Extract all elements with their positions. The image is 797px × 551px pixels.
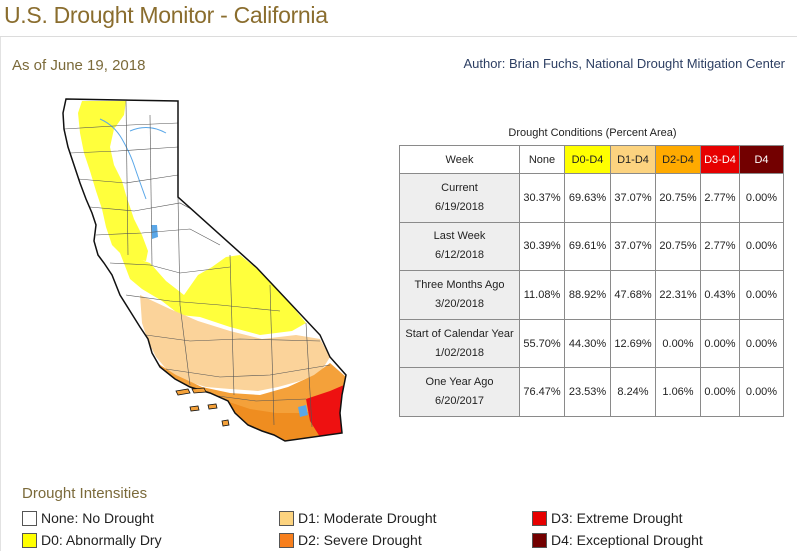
- col-header-d3-d4: D3-D4: [700, 145, 740, 174]
- cell-d4: 0.00%: [739, 318, 784, 369]
- row-period: Current 6/19/2018: [399, 173, 520, 223]
- title-divider: [0, 36, 797, 37]
- row-period: Start of Calendar Year 1/02/2018: [399, 318, 520, 369]
- legend-item-none: None: No Drought: [22, 509, 154, 527]
- cell-d3-d4: 0.00%: [700, 318, 740, 369]
- cell-d2-d4: 1.06%: [655, 367, 701, 417]
- table-row: Last Week 6/12/2018 30.39% 69.61% 37.07% …: [399, 221, 784, 272]
- map-region-d0-north: [78, 101, 148, 261]
- legend-title: Drought Intensities: [22, 485, 148, 502]
- cell-d1-d4: 8.24%: [610, 367, 656, 417]
- row-period: Last Week 6/12/2018: [399, 221, 520, 272]
- legend-label: D0: Abnormally Dry: [41, 532, 162, 548]
- cell-none: 30.39%: [519, 221, 565, 272]
- cell-d1-d4: 12.69%: [610, 318, 656, 369]
- legend-item-d1: D1: Moderate Drought: [279, 509, 437, 527]
- col-header-d1-d4: D1-D4: [610, 145, 656, 174]
- row-period-label: Start of Calendar Year: [405, 327, 514, 340]
- cell-d1-d4: 47.68%: [610, 270, 656, 320]
- cell-d4: 0.00%: [739, 221, 784, 272]
- author-credit: Author: Brian Fuchs, National Drought Mi…: [463, 56, 785, 71]
- legend-item-d0: D0: Abnormally Dry: [22, 531, 162, 549]
- map-water-salton-sea: [298, 405, 308, 417]
- cell-d1-d4: 37.07%: [610, 173, 656, 223]
- cell-d2-d4: 20.75%: [655, 173, 701, 223]
- row-period-date: 1/02/2018: [435, 346, 484, 359]
- cell-d3-d4: 0.43%: [700, 270, 740, 320]
- row-period-label: One Year Ago: [425, 376, 494, 389]
- legend-label: D2: Severe Drought: [298, 532, 422, 548]
- map-region-d0-central: [120, 253, 306, 335]
- map-channel-islands: [175, 387, 230, 427]
- col-header-d0-d4: D0-D4: [564, 145, 611, 174]
- cell-d2-d4: 0.00%: [655, 318, 701, 369]
- table-row: Three Months Ago 3/20/2018 11.08% 88.92% …: [399, 270, 784, 320]
- col-header-d4: D4: [739, 145, 784, 174]
- row-period-date: 6/19/2018: [435, 200, 484, 213]
- page-title: U.S. Drought Monitor - California: [4, 2, 328, 28]
- map-county-lines: [63, 100, 331, 428]
- cell-d2-d4: 20.75%: [655, 221, 701, 272]
- legend-swatch: [532, 533, 547, 548]
- cell-d3-d4: 2.77%: [700, 173, 740, 223]
- map-water-river: [99, 118, 147, 200]
- table-header-row: Week None D0-D4 D1-D4 D2-D4 D3-D4 D4: [399, 145, 784, 174]
- row-period-label: Three Months Ago: [414, 278, 505, 291]
- row-period-label: Current: [441, 181, 478, 194]
- map-region-d2-south: [226, 399, 342, 441]
- legend-label: D1: Moderate Drought: [298, 510, 437, 526]
- legend-swatch: [279, 533, 294, 548]
- cell-d3-d4: 0.00%: [700, 367, 740, 417]
- legend-label: D4: Exceptional Drought: [551, 532, 703, 548]
- cell-d0-d4: 88.92%: [564, 270, 611, 320]
- cell-d0-d4: 69.61%: [564, 221, 611, 272]
- cell-d0-d4: 69.63%: [564, 173, 611, 223]
- legend-swatch: [532, 511, 547, 526]
- legend-item-d2: D2: Severe Drought: [279, 531, 422, 549]
- legend-swatch: [22, 533, 37, 548]
- legend-item-d4: D4: Exceptional Drought: [532, 531, 703, 549]
- cell-none: 11.08%: [519, 270, 565, 320]
- cell-d4: 0.00%: [739, 270, 784, 320]
- legend-swatch: [22, 511, 37, 526]
- col-header-none: None: [519, 145, 565, 174]
- table-caption: Drought Conditions (Percent Area): [508, 127, 677, 139]
- as-of-date: As of June 19, 2018: [12, 57, 146, 74]
- cell-d1-d4: 37.07%: [610, 221, 656, 272]
- cell-d2-d4: 22.31%: [655, 270, 701, 320]
- col-header-week: Week: [399, 145, 520, 174]
- map-water-river-2: [129, 127, 167, 134]
- cell-d0-d4: 44.30%: [564, 318, 611, 369]
- table-row: Start of Calendar Year 1/02/2018 55.70% 4…: [399, 318, 784, 369]
- cell-d4: 0.00%: [739, 173, 784, 223]
- row-period: One Year Ago 6/20/2017: [399, 367, 520, 417]
- row-period-label: Last Week: [433, 230, 486, 243]
- california-drought-map: [62, 98, 347, 442]
- cell-d3-d4: 2.77%: [700, 221, 740, 272]
- row-period: Three Months Ago 3/20/2018: [399, 270, 520, 320]
- cell-d4: 0.00%: [739, 367, 784, 417]
- table-row: Current 6/19/2018 30.37% 69.63% 37.07% 20…: [399, 173, 784, 223]
- cell-none: 30.37%: [519, 173, 565, 223]
- row-period-date: 6/12/2018: [435, 249, 484, 262]
- legend-item-d3: D3: Extreme Drought: [532, 509, 683, 527]
- row-period-date: 3/20/2018: [435, 297, 484, 310]
- cell-none: 55.70%: [519, 318, 565, 369]
- map-region-d3: [306, 385, 346, 437]
- drought-conditions-table: Week None D0-D4 D1-D4 D2-D4 D3-D4 D4 Cur…: [399, 145, 784, 417]
- content-frame: [0, 37, 797, 551]
- cell-d0-d4: 23.53%: [564, 367, 611, 417]
- row-period-date: 6/20/2017: [435, 395, 484, 408]
- cell-none: 76.47%: [519, 367, 565, 417]
- legend-label: D3: Extreme Drought: [551, 510, 683, 526]
- table-row: One Year Ago 6/20/2017 76.47% 23.53% 8.24…: [399, 367, 784, 417]
- col-header-d2-d4: D2-D4: [655, 145, 701, 174]
- legend-swatch: [279, 511, 294, 526]
- legend-label: None: No Drought: [41, 510, 154, 526]
- map-state-outline: [62, 98, 347, 442]
